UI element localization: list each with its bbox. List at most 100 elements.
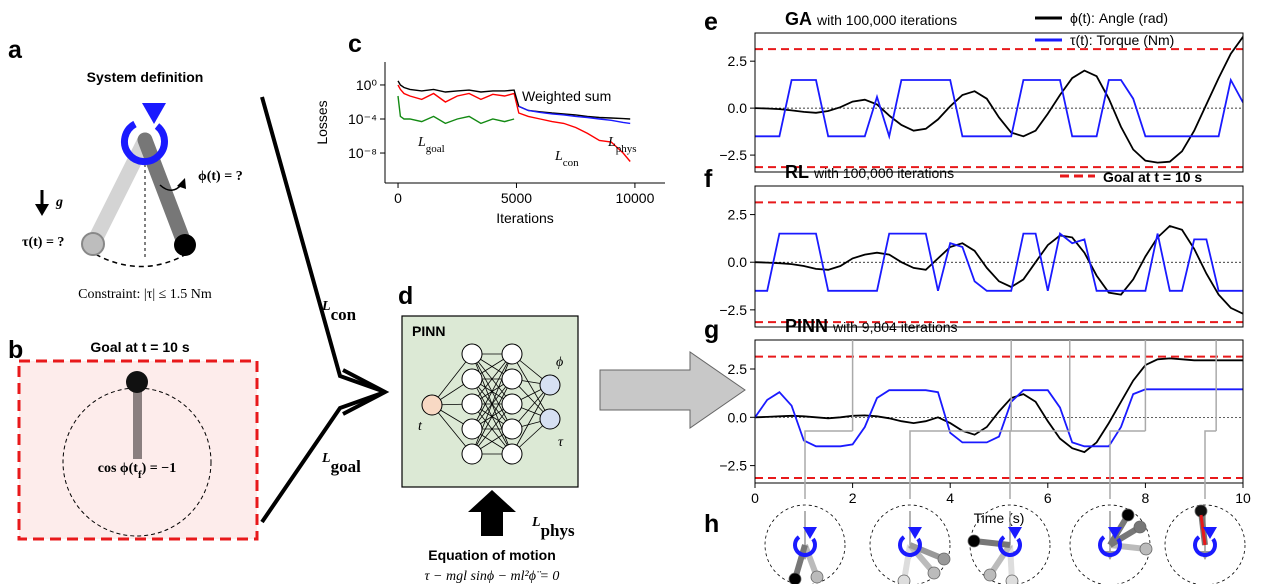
- series-line: [397, 80, 631, 120]
- equation-formula: τ − mgl sinϕ − ml²ϕ̈ = 0: [425, 569, 560, 584]
- network-node: [421, 394, 443, 416]
- y-tick-label: −2.5: [719, 302, 747, 318]
- gravity-arrowhead: [35, 204, 49, 216]
- chart-title-part: with 100,000 iterations: [813, 165, 954, 181]
- snapshot-bob: [1121, 508, 1135, 522]
- network-node: [501, 368, 523, 390]
- network-node: [461, 368, 483, 390]
- system-title: System definition: [87, 69, 204, 85]
- physics-arrow: [468, 490, 516, 536]
- loss-label-part: goal: [331, 457, 362, 476]
- loss-label-part: con: [331, 305, 357, 324]
- series-line: [755, 357, 1243, 454]
- goal-condition: cos ϕ(tf) = −1: [98, 461, 177, 481]
- y-tick-label: −2.5: [719, 147, 747, 163]
- chart-title: RL with 100,000 iterations: [785, 162, 954, 182]
- panel-letter: e: [704, 8, 718, 36]
- y-tick-label: 2.5: [728, 53, 748, 69]
- y-tick-label: −2.5: [719, 458, 747, 474]
- snapshot-circle: [869, 504, 951, 584]
- y-tick-label: 10⁰: [356, 77, 378, 93]
- series-line: [397, 84, 631, 162]
- panel-letter: c: [348, 30, 362, 58]
- snapshot-rod-goal: [1199, 514, 1207, 546]
- series-label-part: L: [554, 149, 563, 164]
- network-edge: [471, 403, 513, 455]
- angle-label: ϕ(t) = ?: [198, 169, 243, 184]
- swing-arc: [87, 249, 191, 268]
- network-node: [539, 408, 561, 430]
- series-line: [755, 77, 1243, 140]
- y-axis-label: Losses: [314, 100, 330, 144]
- snapshot-connector: [909, 430, 1012, 499]
- goal-title: Goal at t = 10 s: [90, 339, 189, 355]
- snapshot-circle: [764, 504, 846, 584]
- series-line: [397, 95, 515, 125]
- snapshot-circle: [1164, 504, 1246, 584]
- torque-arrow: [121, 120, 168, 166]
- bob: [174, 234, 196, 256]
- y-tick-label: 10⁻⁴: [348, 111, 377, 127]
- series-line: [518, 105, 631, 125]
- loss-label-part: L: [531, 515, 541, 530]
- rod: [137, 132, 193, 253]
- network-edge: [431, 353, 473, 406]
- y-tick-label: 0.0: [728, 100, 748, 116]
- network-edge: [471, 353, 513, 405]
- snapshot-bob: [967, 534, 981, 548]
- network-output: ϕ: [556, 355, 563, 370]
- x-tick-label: 4: [946, 490, 954, 506]
- plot-frame: [754, 32, 1244, 173]
- snapshot-circle: [969, 504, 1051, 584]
- snapshot-torque-head: [1008, 527, 1022, 539]
- snapshot-torque: [998, 535, 1022, 557]
- chart-title-part: with 9,804 iterations: [832, 319, 958, 335]
- goal-condition-part: f: [138, 469, 142, 481]
- chart-title: GA with 100,000 iterations: [785, 9, 957, 29]
- chart-title-part: RL: [785, 162, 809, 182]
- goal-rod: [133, 383, 142, 459]
- snapshot-bob: [983, 568, 997, 582]
- y-tick-label: 2.5: [728, 361, 748, 377]
- goal-circle: [62, 387, 212, 537]
- x-tick-label: 2: [849, 490, 857, 506]
- network-node: [539, 374, 561, 396]
- series-label-part: goal: [426, 143, 445, 155]
- network-node: [501, 418, 523, 440]
- snapshot-bob: [810, 570, 824, 584]
- network-edge: [511, 353, 551, 420]
- y-tick-label: 0.0: [728, 254, 748, 270]
- angle-arrowhead: [177, 178, 186, 189]
- network-node: [501, 443, 523, 465]
- snapshot-connector: [1204, 430, 1217, 499]
- x-tick-label: 0: [394, 190, 402, 206]
- series-line: [755, 388, 1243, 448]
- network-edge: [511, 384, 551, 455]
- panel-letter: h: [704, 510, 719, 538]
- series-label: Lcon: [554, 149, 579, 169]
- x-tick-label: 6: [1044, 490, 1052, 506]
- snapshot-torque: [898, 535, 922, 557]
- x-axis-label: Iterations: [496, 210, 554, 226]
- legend-label: Goal at t = 10 s: [1103, 169, 1202, 185]
- network-node: [461, 443, 483, 465]
- snapshot-connector: [1109, 430, 1146, 499]
- x-tick-label: 10000: [615, 190, 654, 206]
- network-node: [501, 393, 523, 415]
- panel-letter: f: [704, 165, 713, 193]
- panel-letter: d: [398, 282, 413, 310]
- snapshot-torque: [1098, 535, 1122, 557]
- snapshot-bob: [788, 572, 802, 584]
- series-label-part: phys: [616, 143, 637, 155]
- panel-letter: a: [8, 36, 23, 64]
- snapshot-torque-head: [803, 527, 817, 539]
- constraint: Constraint: |τ| ≤ 1.5 Nm: [78, 287, 212, 302]
- series-label-part: L: [417, 135, 426, 150]
- network-edge: [471, 353, 513, 455]
- plot-frame: [754, 339, 1244, 484]
- snapshot-torque-head: [1108, 527, 1122, 539]
- gravity-label: g: [55, 195, 63, 210]
- snapshot-bob: [1139, 542, 1153, 556]
